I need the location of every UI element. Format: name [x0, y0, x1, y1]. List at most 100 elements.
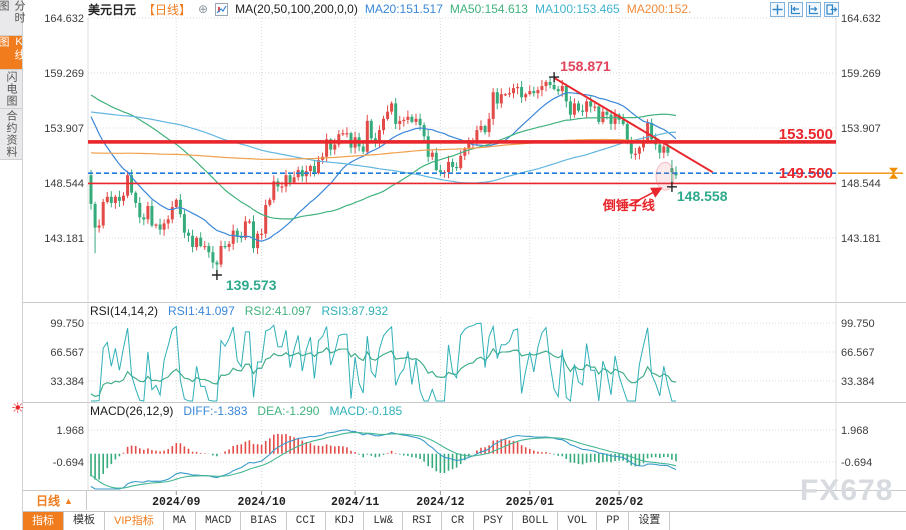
period-badge[interactable]: 【日线】	[143, 2, 192, 17]
toolbar-item-VOL[interactable]: VOL	[558, 512, 598, 530]
resistance-line	[88, 140, 836, 144]
ma200-line	[90, 138, 677, 161]
toolbar-item-RSI[interactable]: RSI	[403, 512, 442, 530]
macd-value: MACD:-0.185	[329, 404, 403, 418]
sidebar-tab-1[interactable]: 分时图	[0, 0, 25, 36]
indicator-toolbar: 指标 模板 VIP指标 MA MACD BIAS CCI KDJ LW& RSI CR PSY BOLL…	[23, 511, 906, 530]
trendline	[553, 76, 714, 174]
date-label: 2024/10	[237, 496, 285, 509]
zoom-in-icon[interactable]	[806, 2, 821, 17]
toolbar-item-PSY[interactable]: PSY	[474, 512, 514, 530]
toolbar-item-KDJ[interactable]: KDJ	[326, 512, 365, 530]
watermark: FX678	[800, 474, 894, 507]
rsi-label-left: 33.384	[50, 376, 84, 388]
price-label-left: 148.544	[44, 178, 84, 190]
ma100-line	[90, 111, 677, 184]
dea-line	[90, 431, 677, 489]
price-label-right: 164.632	[841, 13, 881, 25]
current-price-label: 149.500	[779, 165, 833, 182]
toolbar-item-MA[interactable]: MA	[164, 512, 196, 530]
macd-header: MACD(26,12,9) DIFF:-1.383 DEA:-1.290 MAC…	[90, 404, 402, 418]
price-label-right: 159.269	[841, 68, 881, 80]
toolbar-item-LW&[interactable]: LW&	[364, 512, 404, 530]
diff-value: DIFF:-1.383	[183, 404, 248, 418]
date-label: 2025/01	[506, 496, 554, 509]
toolbar-item-VIP指标[interactable]: VIP指标	[105, 512, 164, 530]
macd-histogram	[90, 433, 677, 480]
sidebar-tab-2[interactable]: K线图	[0, 36, 25, 70]
export-icon[interactable]	[824, 2, 839, 17]
sidebar-tab-3[interactable]: 闪电图	[0, 70, 22, 109]
circle-plus-icon[interactable]: ⊕	[198, 2, 209, 16]
period-label: 日线	[36, 494, 61, 508]
rsi-title: RSI(14,14,2)	[90, 304, 159, 318]
rsi-label-left: 66.567	[50, 347, 84, 359]
toolbar-item-BIAS[interactable]: BIAS	[241, 512, 287, 530]
price-label-right: 153.907	[841, 123, 881, 135]
toolbar-item-CR[interactable]: CR	[442, 512, 475, 530]
ma100-value: MA100:153.465	[534, 2, 620, 16]
ma20-value: MA20:151.517	[364, 2, 443, 16]
macd-title: MACD(26,12,9)	[90, 404, 174, 418]
price-label-left: 143.181	[44, 233, 84, 245]
date-label: 2025/02	[595, 496, 643, 509]
toolbar-item-指标[interactable]: 指标	[23, 512, 64, 530]
macd-label-left: -0.694	[53, 457, 84, 469]
rsi3-line	[91, 322, 676, 402]
sidebar: 分时图 K线图 闪电图 合约资料 ☀	[0, 0, 25, 530]
toolbar-item-MACD[interactable]: MACD	[196, 512, 242, 530]
date-label: 2024/12	[416, 496, 464, 509]
toolbar-item-模板[interactable]: 模板	[64, 512, 105, 530]
ma-formula: MA(20,50,100,200,0,0)	[235, 2, 358, 16]
price-label-right: 148.544	[841, 178, 881, 190]
price-label-left: 164.632	[44, 13, 84, 25]
triangle-up-icon: ▲	[64, 495, 73, 506]
ma20-line	[90, 92, 677, 242]
sidebar-tab-4[interactable]: 合约资料	[0, 109, 22, 160]
chart-header: 美元日元 【日线】 ⊕ MA(20,50,100,200,0,0) MA20:15…	[88, 1, 691, 17]
date-label: 2024/11	[331, 496, 379, 509]
hammer-low-annotation: 148.558	[677, 188, 728, 204]
current-price-marker-icon	[889, 167, 898, 179]
low-cross-marker	[211, 269, 222, 280]
rsi-label-right: 99.750	[841, 318, 875, 330]
diff-line	[90, 429, 677, 490]
toolbar-item-PP[interactable]: PP	[597, 512, 630, 530]
period-selector[interactable]: 日线 ▲	[23, 491, 87, 510]
resistance-price-label: 153.500	[779, 126, 833, 143]
price-label-left: 159.269	[44, 68, 84, 80]
toolbar-item-CCI[interactable]: CCI	[287, 512, 326, 530]
high-annotation: 158.871	[560, 58, 611, 74]
macd-label-right: -0.694	[841, 457, 872, 469]
price-label-right: 143.181	[841, 233, 881, 245]
toolbar-item-BOLL[interactable]: BOLL	[513, 512, 559, 530]
rsi2-value: RSI2:41.097	[244, 304, 312, 318]
sun-icon[interactable]: ☀	[11, 400, 25, 417]
zoom-out-icon[interactable]	[788, 2, 803, 17]
price-label-left: 153.907	[44, 123, 84, 135]
dea-value: DEA:-1.290	[257, 404, 320, 418]
rsi1-value: RSI1:41.097	[168, 304, 235, 318]
rsi3-value: RSI3:87.932	[321, 304, 389, 318]
ma50-line	[90, 94, 677, 220]
rsi2-line	[90, 347, 677, 397]
pattern-arrow	[628, 187, 663, 206]
toolbar-item-设置[interactable]: 设置	[629, 512, 671, 530]
high-cross-marker	[549, 72, 560, 83]
rsi-label-left: 99.750	[50, 318, 84, 330]
candlesticks[interactable]	[89, 76, 678, 275]
macd-label-right: 1.968	[841, 425, 869, 437]
ma50-value: MA50:154.613	[449, 2, 528, 16]
chart-tools	[770, 2, 839, 17]
pattern-annotation: 倒锤子线	[602, 198, 655, 213]
date-label: 2024/09	[152, 496, 200, 509]
crosshair-icon[interactable]	[770, 2, 785, 17]
pattern-highlight-ellipse	[655, 161, 675, 191]
symbol-title: 美元日元	[88, 2, 137, 17]
ma200-value: MA200:152.	[626, 2, 692, 16]
hammer-cross-marker	[666, 181, 677, 192]
macd-label-left: 1.968	[56, 425, 84, 437]
rsi-label-right: 33.384	[841, 376, 875, 388]
